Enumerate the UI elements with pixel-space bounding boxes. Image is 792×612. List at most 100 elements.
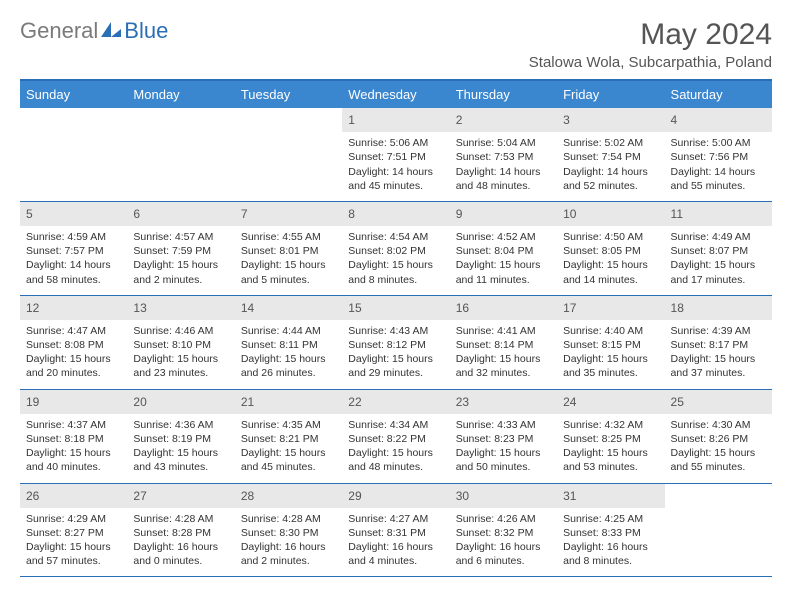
daylight-line: Daylight: 15 hours and 43 minutes. <box>133 446 228 474</box>
brand-right: Blue <box>124 18 168 44</box>
sunset-line: Sunset: 8:04 PM <box>456 244 551 258</box>
calendar-cell: 29Sunrise: 4:27 AMSunset: 8:31 PMDayligh… <box>342 483 449 577</box>
sunset-line: Sunset: 8:10 PM <box>133 338 228 352</box>
daylight-line: Daylight: 15 hours and 11 minutes. <box>456 258 551 286</box>
title-block: May 2024 Stalowa Wola, Subcarpathia, Pol… <box>529 18 772 71</box>
sunset-line: Sunset: 8:22 PM <box>348 432 443 446</box>
sunrise-line: Sunrise: 4:41 AM <box>456 324 551 338</box>
sunset-line: Sunset: 8:23 PM <box>456 432 551 446</box>
calendar-cell: 2Sunrise: 5:04 AMSunset: 7:53 PMDaylight… <box>450 108 557 201</box>
sunrise-line: Sunrise: 4:44 AM <box>241 324 336 338</box>
calendar-cell: 8Sunrise: 4:54 AMSunset: 8:02 PMDaylight… <box>342 201 449 295</box>
daylight-line: Daylight: 16 hours and 6 minutes. <box>456 540 551 568</box>
sunset-line: Sunset: 8:30 PM <box>241 526 336 540</box>
day-number: 1 <box>342 108 449 132</box>
daylight-line: Daylight: 15 hours and 2 minutes. <box>133 258 228 286</box>
calendar-cell: 24Sunrise: 4:32 AMSunset: 8:25 PMDayligh… <box>557 389 664 483</box>
sunrise-line: Sunrise: 4:28 AM <box>241 512 336 526</box>
sunset-line: Sunset: 7:56 PM <box>671 150 766 164</box>
day-number: 11 <box>665 202 772 226</box>
daylight-line: Daylight: 15 hours and 32 minutes. <box>456 352 551 380</box>
sunset-line: Sunset: 8:19 PM <box>133 432 228 446</box>
sunset-line: Sunset: 8:01 PM <box>241 244 336 258</box>
daylight-line: Daylight: 15 hours and 5 minutes. <box>241 258 336 286</box>
daylight-line: Daylight: 14 hours and 55 minutes. <box>671 165 766 193</box>
location-text: Stalowa Wola, Subcarpathia, Poland <box>529 54 772 71</box>
calendar-cell: 19Sunrise: 4:37 AMSunset: 8:18 PMDayligh… <box>20 389 127 483</box>
calendar-cell: 6Sunrise: 4:57 AMSunset: 7:59 PMDaylight… <box>127 201 234 295</box>
dow-thursday: Thursday <box>450 80 557 108</box>
sunset-line: Sunset: 8:21 PM <box>241 432 336 446</box>
daylight-line: Daylight: 15 hours and 57 minutes. <box>26 540 121 568</box>
dow-saturday: Saturday <box>665 80 772 108</box>
day-number: 13 <box>127 296 234 320</box>
sunrise-line: Sunrise: 4:36 AM <box>133 418 228 432</box>
calendar-week-row: 26Sunrise: 4:29 AMSunset: 8:27 PMDayligh… <box>20 483 772 577</box>
daylight-line: Daylight: 16 hours and 4 minutes. <box>348 540 443 568</box>
daylight-line: Daylight: 15 hours and 37 minutes. <box>671 352 766 380</box>
daylight-line: Daylight: 14 hours and 48 minutes. <box>456 165 551 193</box>
calendar-cell: 5Sunrise: 4:59 AMSunset: 7:57 PMDaylight… <box>20 201 127 295</box>
calendar-cell <box>127 108 234 201</box>
brand-logo: General Blue <box>20 18 168 44</box>
day-number: 2 <box>450 108 557 132</box>
daylight-line: Daylight: 15 hours and 29 minutes. <box>348 352 443 380</box>
day-number: 20 <box>127 390 234 414</box>
calendar-cell: 3Sunrise: 5:02 AMSunset: 7:54 PMDaylight… <box>557 108 664 201</box>
sunrise-line: Sunrise: 4:25 AM <box>563 512 658 526</box>
dow-tuesday: Tuesday <box>235 80 342 108</box>
sunset-line: Sunset: 8:32 PM <box>456 526 551 540</box>
calendar-cell: 31Sunrise: 4:25 AMSunset: 8:33 PMDayligh… <box>557 483 664 577</box>
day-number: 5 <box>20 202 127 226</box>
sunset-line: Sunset: 8:08 PM <box>26 338 121 352</box>
daylight-line: Daylight: 15 hours and 8 minutes. <box>348 258 443 286</box>
calendar-cell: 7Sunrise: 4:55 AMSunset: 8:01 PMDaylight… <box>235 201 342 295</box>
day-number: 25 <box>665 390 772 414</box>
daylight-line: Daylight: 14 hours and 45 minutes. <box>348 165 443 193</box>
sunset-line: Sunset: 8:25 PM <box>563 432 658 446</box>
sunrise-line: Sunrise: 4:47 AM <box>26 324 121 338</box>
day-number: 18 <box>665 296 772 320</box>
sunrise-line: Sunrise: 4:50 AM <box>563 230 658 244</box>
sunrise-line: Sunrise: 4:37 AM <box>26 418 121 432</box>
day-number: 31 <box>557 484 664 508</box>
calendar-week-row: 5Sunrise: 4:59 AMSunset: 7:57 PMDaylight… <box>20 201 772 295</box>
calendar-cell: 14Sunrise: 4:44 AMSunset: 8:11 PMDayligh… <box>235 295 342 389</box>
day-number: 30 <box>450 484 557 508</box>
daylight-line: Daylight: 15 hours and 40 minutes. <box>26 446 121 474</box>
dow-monday: Monday <box>127 80 234 108</box>
day-number: 15 <box>342 296 449 320</box>
sunrise-line: Sunrise: 4:27 AM <box>348 512 443 526</box>
day-number: 6 <box>127 202 234 226</box>
daylight-line: Daylight: 15 hours and 26 minutes. <box>241 352 336 380</box>
sunset-line: Sunset: 8:07 PM <box>671 244 766 258</box>
daylight-line: Daylight: 15 hours and 23 minutes. <box>133 352 228 380</box>
day-number: 24 <box>557 390 664 414</box>
sunset-line: Sunset: 8:26 PM <box>671 432 766 446</box>
sunset-line: Sunset: 8:05 PM <box>563 244 658 258</box>
day-number: 22 <box>342 390 449 414</box>
calendar-cell <box>665 483 772 577</box>
calendar-cell: 18Sunrise: 4:39 AMSunset: 8:17 PMDayligh… <box>665 295 772 389</box>
sunrise-line: Sunrise: 4:57 AM <box>133 230 228 244</box>
sunrise-line: Sunrise: 4:49 AM <box>671 230 766 244</box>
day-number: 26 <box>20 484 127 508</box>
sunrise-line: Sunrise: 4:30 AM <box>671 418 766 432</box>
calendar-cell: 4Sunrise: 5:00 AMSunset: 7:56 PMDaylight… <box>665 108 772 201</box>
sunset-line: Sunset: 8:02 PM <box>348 244 443 258</box>
calendar-cell: 17Sunrise: 4:40 AMSunset: 8:15 PMDayligh… <box>557 295 664 389</box>
daylight-line: Daylight: 16 hours and 2 minutes. <box>241 540 336 568</box>
sunset-line: Sunset: 8:12 PM <box>348 338 443 352</box>
dow-sunday: Sunday <box>20 80 127 108</box>
page-header: General Blue May 2024 Stalowa Wola, Subc… <box>20 18 772 71</box>
sunrise-line: Sunrise: 4:26 AM <box>456 512 551 526</box>
dow-friday: Friday <box>557 80 664 108</box>
sunset-line: Sunset: 7:53 PM <box>456 150 551 164</box>
daylight-line: Daylight: 16 hours and 0 minutes. <box>133 540 228 568</box>
daylight-line: Daylight: 15 hours and 45 minutes. <box>241 446 336 474</box>
daylight-line: Daylight: 14 hours and 52 minutes. <box>563 165 658 193</box>
daylight-line: Daylight: 15 hours and 50 minutes. <box>456 446 551 474</box>
sunset-line: Sunset: 8:17 PM <box>671 338 766 352</box>
day-number: 4 <box>665 108 772 132</box>
calendar-cell <box>20 108 127 201</box>
